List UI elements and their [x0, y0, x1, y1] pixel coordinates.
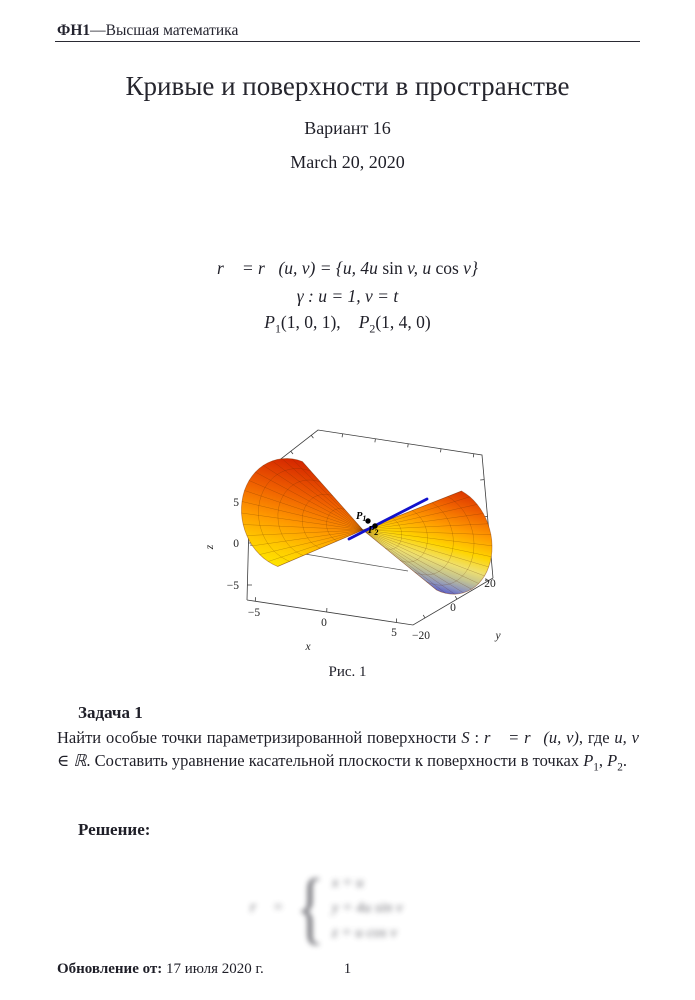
point2-label: P2: [368, 525, 378, 537]
formula-surface-end: v}: [458, 258, 478, 278]
footer-updated-date: 17 июля 2020 г.: [162, 961, 264, 977]
sin-operator: sin: [382, 258, 403, 278]
task-text-part2: , где: [578, 728, 615, 747]
footer-updated: Обновление от: 17 июля 2020 г.: [57, 961, 264, 978]
cone-surface: [241, 458, 493, 595]
formula-surface-mid: v, u: [402, 258, 436, 278]
task-comma: ,: [598, 751, 608, 770]
task-point1-sub: 1: [593, 761, 599, 774]
surface-plot-3d: 5 0 −5 z −5 0 5 x −20 0 20 y P1 P2: [205, 429, 501, 653]
formula-surface: r⃗ = r⃗(u, v) = {u, 4u sin v, u cos v}: [0, 258, 695, 279]
formula-points: P1(1, 0, 1), P2(1, 4, 0): [0, 312, 695, 337]
system-eq-y: y = 4u sin v: [331, 899, 403, 916]
task-colon: :: [469, 728, 484, 747]
z-tick-5: 5: [233, 497, 239, 509]
y-tick-neg20: −20: [412, 630, 430, 642]
system-eq-x: x = u: [331, 874, 364, 891]
system-brace: {: [296, 864, 326, 952]
formula-curve: γ : u = 1, v = t: [0, 286, 695, 307]
point2-subscript: 2: [369, 321, 376, 336]
system-equations: x = u y = 4u sin v z = u cos v: [332, 871, 403, 946]
task-period: .: [622, 751, 627, 770]
x-tick-5: 5: [391, 627, 397, 639]
point1-marker: [365, 518, 371, 524]
z-tick-neg5: −5: [227, 580, 239, 592]
figure-caption: Рис. 1: [328, 664, 367, 680]
solution-heading: Решение:: [78, 820, 151, 839]
point1-coords: (1, 0, 1),: [280, 312, 341, 332]
task-text-part3: . Составить уравнение касательной плоско…: [86, 751, 584, 770]
system-eq-z: z = u cos v: [331, 924, 397, 941]
footer-updated-label: Обновление от:: [57, 961, 163, 977]
task-point2-sub: 2: [617, 761, 623, 774]
header-rule: [55, 41, 640, 42]
course-name: —Высшая математика: [90, 22, 239, 39]
task-text-part1: Найти особые точки параметризированной п…: [57, 728, 462, 747]
page-number: 1: [343, 961, 352, 977]
y-tick-0: 0: [450, 602, 456, 614]
solution-system-blurred: r⃗ = { x = u y = 4u sin v z = u cos v: [250, 868, 403, 948]
x-tick-neg5: −5: [248, 607, 260, 619]
formula-curve-text: γ : u = 1, v = t: [296, 286, 399, 306]
point1-subscript: 1: [274, 321, 281, 336]
point2-marker: [372, 523, 378, 529]
page-header: ФН1—Высшая математика: [57, 22, 238, 40]
course-code: ФН1: [57, 22, 91, 39]
z-tick-0: 0: [233, 538, 239, 550]
y-tick-20: 20: [484, 578, 496, 590]
point1-label: P1: [356, 511, 366, 523]
page-title: Кривые и поверхности в пространстве: [125, 71, 570, 101]
point2-coords: (1, 4, 0): [375, 312, 431, 332]
formula-surface-lhs: r⃗ = r⃗(u, v) = {u, 4u: [217, 258, 383, 278]
y-axis-label: y: [494, 630, 501, 642]
gamma-curve: [347, 497, 429, 541]
surface-symbol: S: [461, 728, 470, 747]
task-point1: P: [583, 751, 594, 770]
task-heading: Задача 1: [78, 703, 143, 722]
cos-operator: cos: [435, 258, 459, 278]
variant-subtitle: Вариант 16: [304, 118, 391, 138]
x-tick-0: 0: [321, 617, 327, 629]
system-vector-lhs: r⃗ =: [250, 899, 284, 916]
z-axis-label: z: [205, 544, 216, 550]
point2-symbol: P: [358, 312, 370, 332]
domain-condition: u, v ∈ ℝ: [57, 728, 639, 770]
x-axis-label: x: [304, 641, 311, 653]
date-line: March 20, 2020: [290, 152, 405, 172]
task-text: Найти особые точки параметризированной п…: [57, 726, 639, 779]
task-point2: P: [607, 751, 618, 770]
point1-symbol: P: [264, 312, 275, 332]
vector-function: r⃗ = r⃗(u, v): [483, 728, 579, 747]
